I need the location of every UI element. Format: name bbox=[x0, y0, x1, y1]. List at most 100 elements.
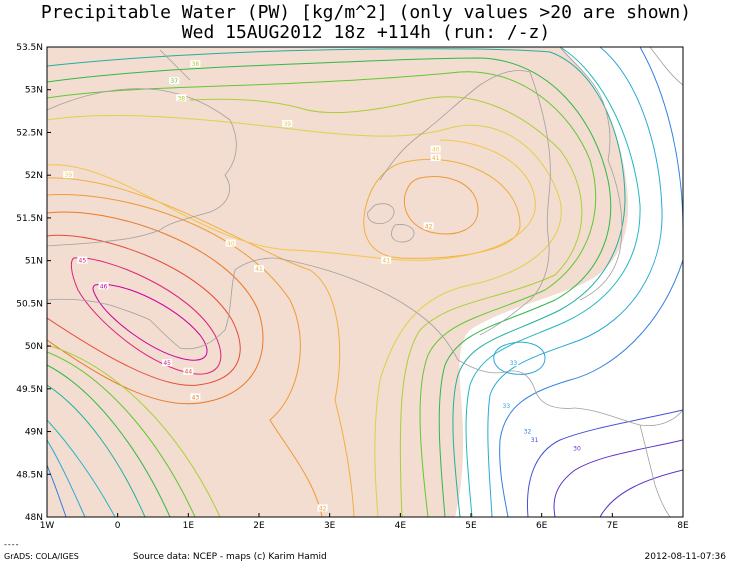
lon-tick-label: 0 bbox=[115, 521, 121, 531]
contour-label: 42 bbox=[319, 505, 327, 512]
netherlands-islands bbox=[367, 203, 415, 243]
lon-tick-label: 5E bbox=[465, 521, 477, 531]
lon-tick-label: 2E bbox=[253, 521, 265, 531]
contour-38 bbox=[189, 96, 583, 517]
contour-39 bbox=[47, 114, 562, 517]
contour-label-bg bbox=[529, 436, 540, 444]
latitude-axis: 53.5N 53N 52.5N 52N 51.5N 51N 50.5N 50N 49.5N 49N… bbox=[16, 43, 51, 523]
contour-33-east bbox=[487, 47, 663, 517]
contour-44 bbox=[47, 234, 241, 386]
contour-38b bbox=[47, 344, 221, 517]
contour-label: 41 bbox=[255, 266, 263, 273]
contour-label: 40 bbox=[227, 241, 235, 248]
uk-coastline bbox=[47, 88, 237, 247]
lon-tick-label: 3E bbox=[324, 521, 336, 531]
contour-label: 30 bbox=[573, 446, 581, 453]
contour-label-bg bbox=[98, 282, 109, 290]
lon-tick-label: 1E bbox=[183, 521, 195, 531]
lon-tick-label: 1W bbox=[40, 521, 55, 531]
contour-40 bbox=[47, 139, 536, 261]
lat-tick-label: 50N bbox=[25, 342, 43, 352]
luxembourg-border bbox=[457, 359, 576, 409]
contour-32 bbox=[499, 47, 683, 517]
contour-31 bbox=[526, 409, 683, 517]
contour-41-ne bbox=[363, 158, 521, 259]
contour-32-sw bbox=[47, 464, 67, 517]
lon-tick-label: 4E bbox=[395, 521, 407, 531]
contour-value-labels: 3837383939404141454645444340414242333332… bbox=[63, 60, 582, 512]
germany-east-border bbox=[639, 424, 671, 517]
grads-credit: GrADS: COLA/IGES bbox=[4, 552, 79, 561]
germany-inner bbox=[579, 159, 623, 301]
contour-label-bg bbox=[225, 239, 236, 247]
footer-dash: ---- bbox=[4, 540, 20, 549]
lat-tick-label: 52.5N bbox=[16, 128, 43, 138]
contour-label-bg bbox=[254, 265, 264, 273]
contour-label-bg bbox=[169, 77, 180, 85]
contour-label-bg bbox=[572, 444, 582, 452]
contour-label: 44 bbox=[185, 369, 193, 376]
contour-label-bg bbox=[430, 154, 441, 162]
longitude-axis: 1W 0 1E 2E 3E 4E 5E 6E 7E 8E bbox=[40, 513, 689, 531]
contour-label-bg bbox=[508, 359, 519, 367]
contour-label: 33 bbox=[510, 360, 518, 367]
contour-label: 41 bbox=[432, 155, 440, 162]
contour-label: 46 bbox=[100, 283, 108, 290]
contour-label: 39 bbox=[283, 121, 291, 128]
contour-label-bg bbox=[190, 393, 201, 401]
contour-34 bbox=[465, 47, 641, 517]
contour-33-sw bbox=[47, 439, 86, 517]
lat-tick-label: 51N bbox=[25, 257, 43, 267]
contour-label-bg bbox=[501, 401, 512, 409]
contour-label: 31 bbox=[531, 437, 539, 444]
germany-border bbox=[479, 71, 551, 336]
contour-label-bg bbox=[176, 94, 187, 102]
lat-tick-label: 53N bbox=[25, 86, 43, 96]
contour-35 bbox=[47, 48, 626, 517]
contour-label-bg bbox=[430, 145, 441, 153]
contour-42-ne bbox=[403, 176, 479, 235]
contour-label: 42 bbox=[425, 223, 433, 230]
contour-label-bg bbox=[317, 504, 328, 512]
lat-tick-label: 51.5N bbox=[16, 214, 43, 224]
france-coast bbox=[47, 257, 276, 350]
contour-label: 38 bbox=[192, 61, 200, 68]
contour-46 bbox=[92, 283, 208, 361]
contour-34b bbox=[47, 419, 116, 517]
lat-tick-label: 48.5N bbox=[16, 470, 43, 480]
lat-tick-label: 52N bbox=[25, 171, 43, 181]
contour-36 bbox=[47, 57, 612, 517]
contour-label: 37 bbox=[170, 78, 178, 85]
contour-label: 32 bbox=[524, 429, 532, 436]
contour-33-ring bbox=[493, 341, 546, 375]
lon-tick-label: 7E bbox=[607, 521, 619, 531]
contour-37b bbox=[47, 351, 196, 517]
contour-37 bbox=[47, 71, 597, 517]
france-germany-border bbox=[574, 407, 683, 427]
map-frame bbox=[46, 46, 684, 518]
map-subtitle: Wed 15AUG2012 18z +114h (run: /-z) bbox=[181, 22, 551, 43]
source-credit: Source data: NCEP - maps (c) Karim Hamid bbox=[133, 552, 327, 562]
lat-tick-label: 49N bbox=[25, 428, 43, 438]
country-borders bbox=[47, 47, 683, 517]
contour-label-bg bbox=[282, 119, 293, 127]
contour-label: 45 bbox=[163, 360, 171, 367]
contour-label-bg bbox=[183, 367, 194, 375]
belgium-border bbox=[274, 257, 459, 361]
lat-tick-label: 49.5N bbox=[16, 385, 43, 395]
contour-label: 41 bbox=[382, 258, 390, 265]
contour-label: 38 bbox=[177, 95, 185, 102]
contour-label: 33 bbox=[503, 403, 511, 410]
lon-tick-label: 6E bbox=[536, 521, 548, 531]
contour-label-bg bbox=[190, 60, 201, 68]
contour-lines bbox=[47, 47, 683, 517]
contour-label-bg bbox=[423, 222, 434, 230]
contour-label-bg bbox=[522, 427, 533, 435]
lat-tick-label: 53.5N bbox=[16, 43, 43, 53]
lat-tick-label: 48N bbox=[25, 513, 43, 523]
denmark-fragment bbox=[649, 47, 683, 86]
lon-tick-label: 8E bbox=[677, 521, 689, 531]
contour-label: 45 bbox=[79, 258, 87, 265]
uk-coast-east bbox=[159, 49, 191, 81]
